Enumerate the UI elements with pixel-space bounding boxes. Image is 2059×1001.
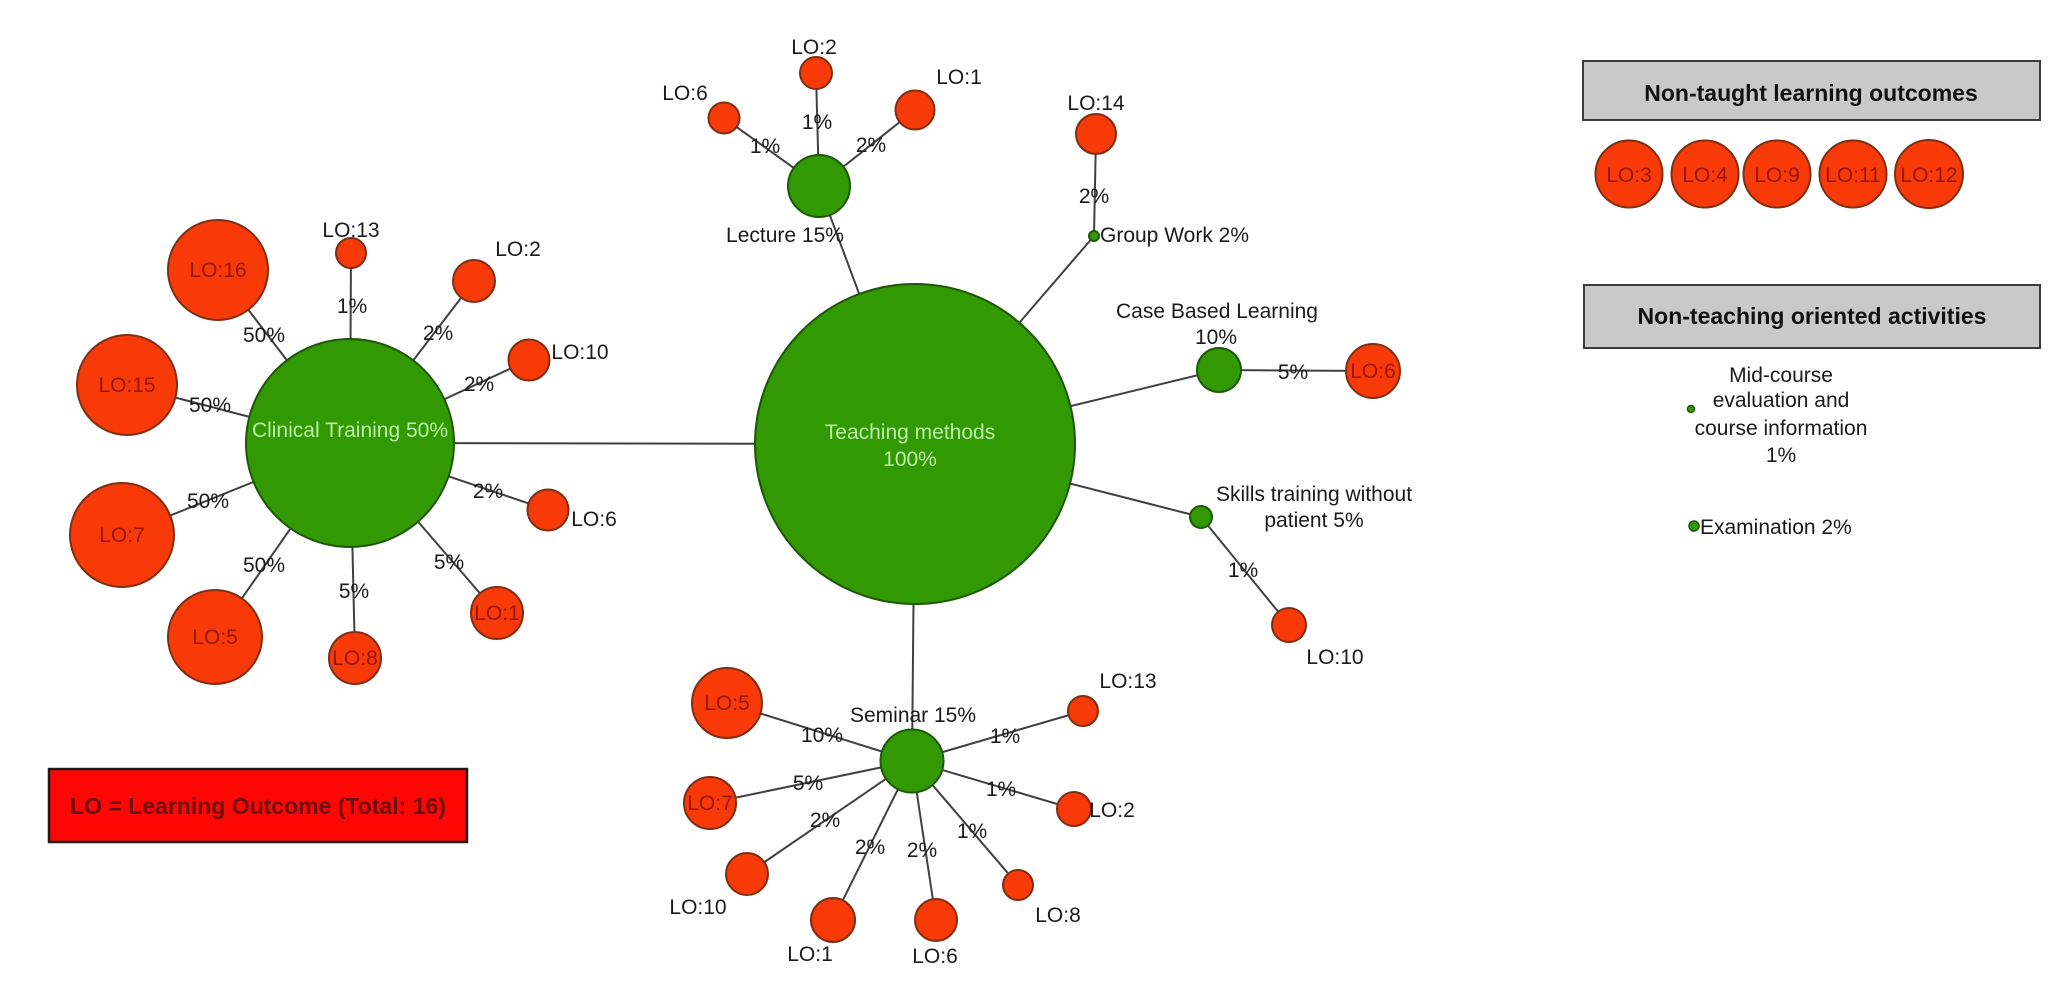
svg-text:Clinical Training 50%: Clinical Training 50% [252,419,448,442]
svg-text:LO:7: LO:7 [99,524,145,547]
svg-text:2%: 2% [856,134,886,157]
svg-text:2%: 2% [810,809,840,832]
svg-text:50%: 50% [189,394,231,417]
svg-text:LO:5: LO:5 [704,692,750,715]
svg-text:2%: 2% [464,373,494,396]
svg-text:50%: 50% [243,554,285,577]
svg-text:LO:7: LO:7 [687,792,733,815]
svg-text:Seminar 15%: Seminar 15% [850,704,976,727]
svg-text:LO:4: LO:4 [1682,164,1728,187]
svg-text:1%: 1% [1766,444,1796,467]
svg-text:Lecture 15%: Lecture 15% [726,224,844,247]
svg-text:Non-teaching oriented activiti: Non-teaching oriented activities [1638,303,1987,329]
svg-text:5%: 5% [793,772,823,795]
svg-text:2%: 2% [907,839,937,862]
svg-text:Examination 2%: Examination 2% [1700,516,1852,539]
svg-text:LO:10: LO:10 [551,341,608,364]
svg-text:LO:14: LO:14 [1067,92,1125,115]
svg-text:5%: 5% [339,580,369,603]
svg-text:50%: 50% [187,490,229,513]
svg-text:LO:2: LO:2 [495,238,541,261]
svg-text:LO:6: LO:6 [662,82,708,105]
svg-text:10%: 10% [801,724,843,747]
svg-text:2%: 2% [1079,185,1109,208]
svg-text:1%: 1% [802,111,832,134]
svg-text:Case Based Learning: Case Based Learning [1116,300,1318,323]
svg-text:LO:6: LO:6 [1350,360,1396,383]
svg-text:LO:8: LO:8 [332,647,378,670]
svg-text:2%: 2% [473,480,503,503]
svg-text:patient 5%: patient 5% [1264,509,1363,532]
svg-text:LO:5: LO:5 [192,626,238,649]
svg-text:LO:6: LO:6 [912,945,958,968]
svg-text:1%: 1% [990,725,1020,748]
svg-text:1%: 1% [750,135,780,158]
svg-text:5%: 5% [434,551,464,574]
svg-text:LO:10: LO:10 [1306,646,1363,669]
svg-text:LO:13: LO:13 [1099,670,1156,693]
svg-text:Teaching methods: Teaching methods [825,421,995,444]
svg-text:LO:2: LO:2 [1089,799,1135,822]
svg-text:LO:6: LO:6 [571,508,617,531]
svg-text:LO:1: LO:1 [936,66,982,89]
svg-text:LO:8: LO:8 [1035,904,1081,927]
svg-text:LO:10: LO:10 [669,896,726,919]
svg-text:LO:15: LO:15 [98,374,155,397]
svg-text:Non-taught learning outcomes: Non-taught learning outcomes [1644,80,1978,106]
svg-text:LO:1: LO:1 [474,602,520,625]
svg-text:Group Work 2%: Group Work 2% [1100,224,1249,247]
svg-text:LO:11: LO:11 [1825,164,1881,187]
svg-text:LO:3: LO:3 [1606,164,1652,187]
svg-text:LO:9: LO:9 [1754,164,1800,187]
svg-text:LO:13: LO:13 [322,219,379,242]
svg-text:LO:2: LO:2 [791,36,837,59]
svg-text:LO = Learning Outcome (Total:: LO = Learning Outcome (Total: 16) [70,793,446,819]
svg-text:1%: 1% [337,295,367,318]
svg-text:1%: 1% [986,778,1016,801]
svg-text:2%: 2% [855,836,885,859]
svg-text:LO:12: LO:12 [1900,164,1957,187]
svg-text:Mid-course: Mid-course [1729,364,1833,387]
svg-text:evaluation and: evaluation and [1713,389,1850,412]
svg-text:1%: 1% [1228,559,1258,582]
svg-text:5%: 5% [1278,361,1308,384]
svg-text:course information: course information [1695,417,1868,440]
svg-text:1%: 1% [957,820,987,843]
svg-text:Skills training without: Skills training without [1216,483,1412,506]
svg-text:LO:1: LO:1 [787,943,833,966]
svg-text:10%: 10% [1195,326,1237,349]
svg-text:LO:16: LO:16 [189,259,246,282]
svg-text:2%: 2% [423,322,453,345]
svg-text:100%: 100% [883,448,937,471]
svg-text:50%: 50% [243,324,285,347]
